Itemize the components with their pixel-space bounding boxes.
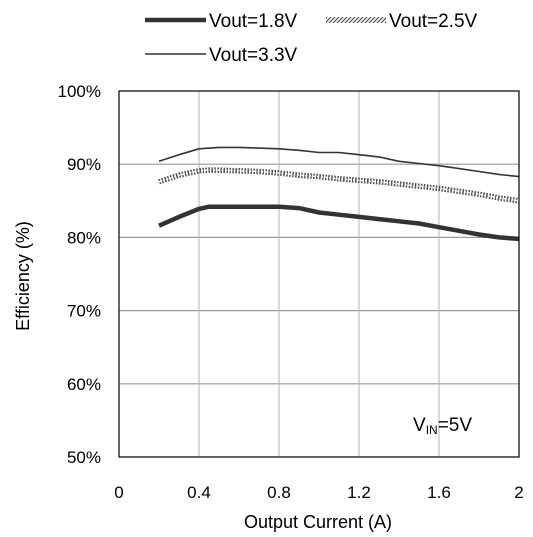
x-tick-label: 1.6 (427, 483, 451, 502)
y-tick-label: 90% (67, 155, 101, 174)
series-line-vout-3-3v (158, 146, 520, 178)
legend: Vout=1.8V Vout=2.5V Vout=3.3V (145, 11, 478, 66)
series-line-vout-1-8v (158, 204, 520, 242)
y-tick-label: 80% (67, 228, 101, 247)
y-tick-label: 100% (58, 82, 101, 101)
y-tick-label: 60% (67, 375, 101, 394)
series-line-vout-2-5v-texture (158, 169, 520, 202)
plot-frame (118, 90, 520, 458)
x-tick-label: 2 (514, 483, 523, 502)
x-tick-label: 0.8 (267, 483, 291, 502)
vin-annotation: VIN=5V (413, 415, 472, 437)
legend-label-vout-3-3v: Vout=3.3V (209, 45, 298, 66)
x-tick-label: 0 (114, 483, 123, 502)
y-tick-labels: 50% 60% 70% 80% 90% 100% (58, 82, 101, 467)
vin-annotation-main: V (413, 415, 426, 436)
x-tick-labels: 0 0.4 0.8 1.2 1.6 2 (114, 483, 523, 502)
series-lines (158, 146, 520, 242)
vin-annotation-suffix: =5V (438, 415, 473, 436)
y-axis-label: Efficiency (%) (13, 221, 33, 331)
x-axis-label: Output Current (A) (244, 512, 392, 532)
grid (119, 91, 519, 457)
series-line-vout-2-5v (158, 167, 520, 204)
y-tick-label: 50% (67, 448, 101, 467)
legend-label-vout-1-8v: Vout=1.8V (209, 11, 298, 32)
x-tick-label: 1.2 (347, 483, 371, 502)
x-tick-label: 0.4 (187, 483, 211, 502)
vin-annotation-subscript: IN (426, 423, 438, 437)
y-tick-label: 70% (67, 302, 101, 321)
legend-swatch-vout-2-5v (326, 17, 386, 23)
legend-label-vout-2-5v: Vout=2.5V (389, 11, 478, 32)
